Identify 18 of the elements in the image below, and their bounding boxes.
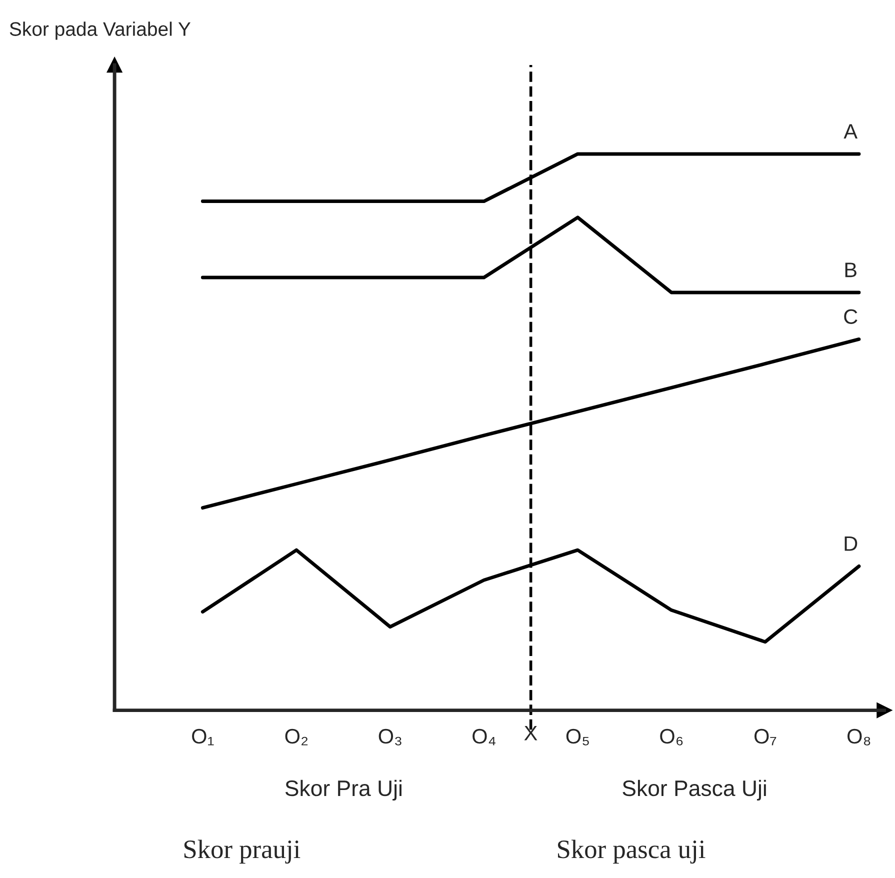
x-tick-label: O₄ — [472, 728, 496, 746]
x-tick-label: O₂ — [285, 728, 308, 746]
series-label: C — [844, 309, 858, 324]
text: Skor prauji — [184, 840, 300, 864]
text: Skor Pra Uji — [285, 780, 402, 801]
x-tick-label: O₁ — [192, 728, 214, 746]
text: Skor pada Variabel Y — [10, 22, 190, 40]
x-tick-label: O₈ — [848, 728, 870, 746]
series-label: D — [844, 536, 858, 551]
series-label: A — [844, 124, 858, 139]
text: Skor pasca uji — [558, 840, 706, 864]
x-tick-label: O₃ — [378, 728, 402, 746]
x-tick-label: O₅ — [566, 728, 589, 746]
text: X — [524, 726, 538, 740]
series-label: B — [845, 262, 856, 278]
x-tick-label: O₆ — [660, 728, 683, 746]
text: Skor Pasca Uji — [622, 780, 766, 801]
x-tick-label: O₇ — [754, 728, 776, 746]
